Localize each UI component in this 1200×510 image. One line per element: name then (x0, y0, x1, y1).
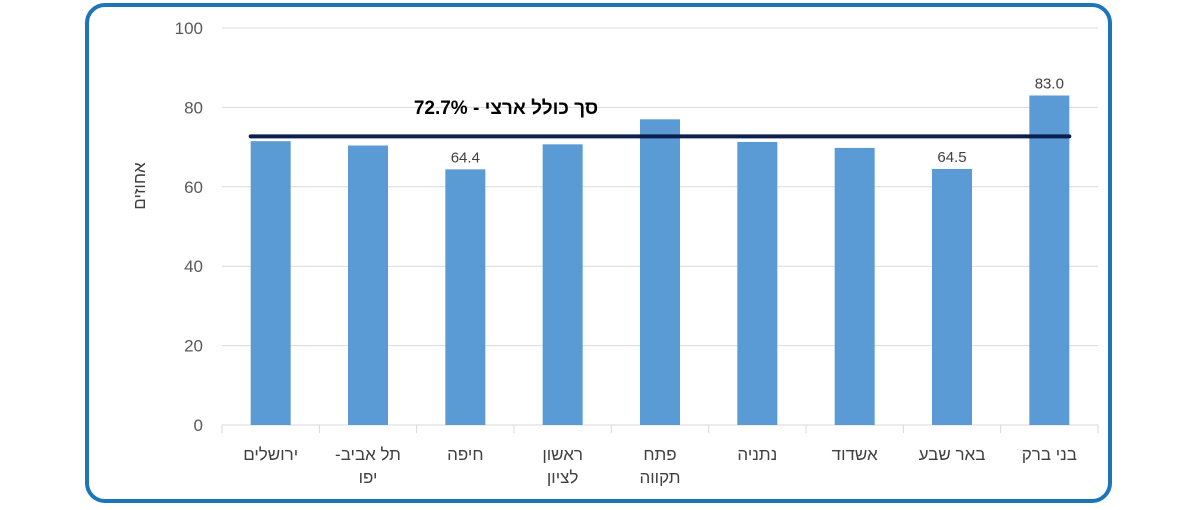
bar (737, 141, 778, 425)
data-label: 83.0 (1035, 75, 1064, 92)
x-category-label: פתח (643, 445, 676, 464)
bars (250, 95, 1070, 426)
bar (640, 119, 680, 425)
bar (445, 169, 486, 425)
reference-line-label: סך כולל ארצי - 72.7% (414, 98, 598, 119)
reference-line-group: סך כולל ארצי - 72.7% (248, 98, 1072, 139)
x-category-label: יפו (359, 468, 378, 487)
x-category-label: תקווה (639, 468, 680, 487)
bar (542, 144, 583, 426)
x-category-label: לציון (547, 468, 579, 487)
data-labels: 64.4 64.5 83.0 (451, 75, 1064, 166)
x-category-label: חיפה (447, 445, 483, 464)
x-category-label: אשדוד (832, 445, 878, 464)
bar (932, 168, 972, 425)
y-tick-label: 40 (184, 257, 203, 276)
data-label: 64.4 (451, 149, 480, 166)
y-tick-label: 20 (184, 337, 203, 356)
x-category-label: נתניה (737, 445, 777, 464)
y-tick-label: 60 (184, 178, 203, 197)
bar (250, 141, 291, 425)
bar (834, 147, 875, 426)
x-category-label: ירושלים (243, 445, 298, 464)
bar (1029, 95, 1070, 426)
x-category-label: באר שבע (919, 445, 986, 464)
y-tick-label: 80 (184, 98, 203, 117)
y-axis-label: אחוזים (130, 162, 149, 210)
y-tick-label: 0 (194, 416, 203, 435)
x-category-label: בני ברק (1022, 445, 1077, 464)
x-category-label: תל אביב- (335, 445, 401, 464)
x-category-label: ראשון (542, 445, 583, 464)
x-axis-categories: ירושלים תל אביב- יפו חיפה ראשון לציון פתח תקווה… (243, 445, 1077, 487)
y-axis-ticks: 0 20 40 60 80 100 (175, 19, 203, 435)
y-tick-label: 100 (175, 19, 203, 38)
bar (348, 145, 388, 425)
data-label: 64.5 (937, 149, 966, 166)
